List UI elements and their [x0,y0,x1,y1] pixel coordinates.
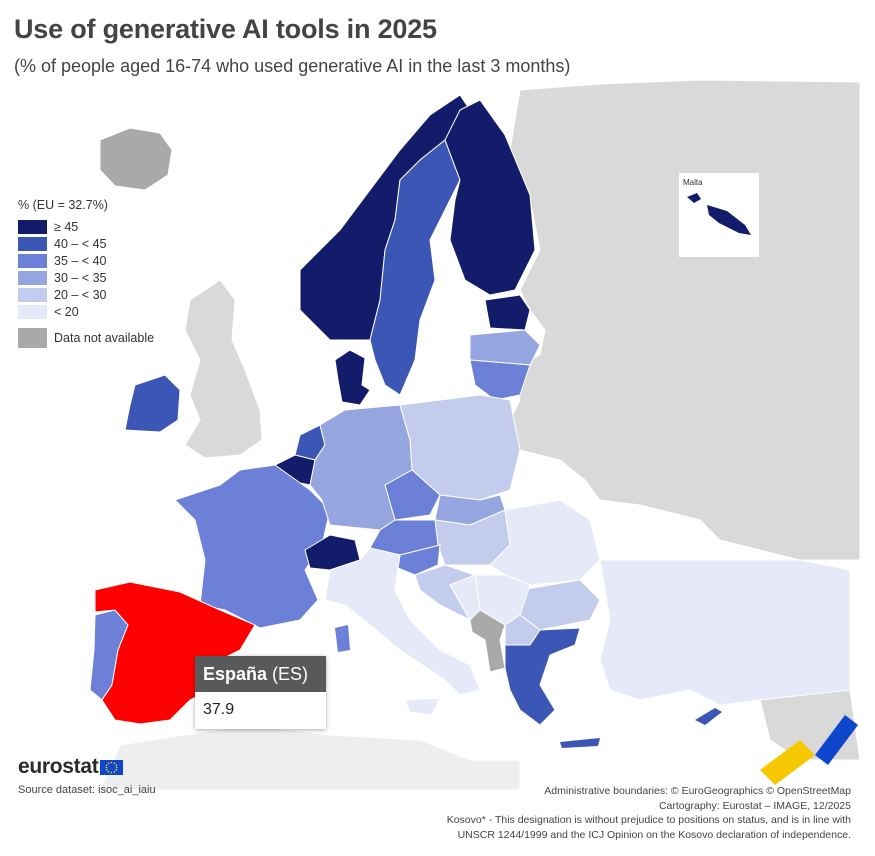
region-bulgaria [519,579,601,631]
region-ireland [124,374,181,433]
country-tooltip: España (ES) 37.9 [195,656,326,729]
turkiye-region [599,559,851,711]
legend-item: 20 – < 30 [18,286,154,303]
map-title: Use of generative AI tools in 2025 [14,14,437,44]
region-greece [504,627,581,726]
legend-label: < 20 [54,304,79,319]
legend-swatch [18,270,47,285]
region-lithuania [469,359,531,401]
footer-line: Administrative boundaries: © EuroGeograp… [544,785,851,797]
footer-line: Cartography: Eurostat – IMAGE, 12/2025 [658,799,851,812]
region-poland [399,394,521,501]
region-crete [560,738,600,748]
inset-label: Malta [683,178,703,187]
north-africa-land [99,724,521,791]
region-czechia [384,469,441,521]
region-sweden [369,139,461,396]
legend-item: < 20 [18,303,154,320]
source-dataset: Source dataset: isoc_ai_iaiu [18,784,156,796]
iceland-shape [99,127,173,191]
region-estonia [484,294,531,331]
legend-item: 35 – < 40 [18,252,154,269]
region-sicily [404,697,441,716]
legend-item: ≥ 45 [18,218,154,235]
region-sardinia [335,625,350,652]
legend-swatch [18,236,47,251]
tooltip-country: España [203,664,268,684]
legend-item: 40 – < 45 [18,235,154,252]
eurostat-corner-mark-yellow [760,740,815,785]
footer-notes: Administrative boundaries: © EuroGeograp… [447,784,851,842]
logo-text: eurostat [18,755,99,778]
legend-label: Data not available [54,331,155,345]
legend-label: 35 – < 40 [54,253,107,268]
footer-line: Kosovo* - This designation is without pr… [446,814,851,826]
legend-label: 20 – < 30 [54,287,107,302]
region-finland [444,99,536,296]
legend-swatch [18,328,47,348]
region-italy [324,547,481,696]
tooltip-value: 37.9 [203,701,235,718]
eurostat-logo: eurostat [18,755,124,779]
legend-swatch [18,304,47,319]
footer-line: UNSCR 1244/1999 and the ICJ Opinion on t… [457,828,851,841]
map-subtitle: (% of people aged 16-74 who used generat… [14,56,571,76]
malta-shape [687,193,751,235]
legend-swatch [18,287,47,302]
eurostat-corner-mark-blue [815,715,858,765]
region-latvia [469,329,541,366]
legend: % (EU = 32.7%) ≥ 45 40 – < 45 35 – < 40 … [18,198,154,348]
legend-item: 30 – < 35 [18,269,154,286]
legend-title: % (EU = 32.7%) [18,198,108,212]
russia-belarus-ukraine-land [509,79,861,561]
region-cyprus [695,708,722,725]
legend-label: 40 – < 45 [54,236,107,251]
united-kingdom-shape [184,279,263,459]
region-france [174,464,331,629]
region-spain [94,581,256,725]
malta-inset: Malta [678,172,760,258]
legend-swatch [18,253,47,268]
legend-label: ≥ 45 [54,219,79,234]
region-denmark [334,349,371,406]
legend-swatch [18,219,47,234]
region-romania [489,499,601,586]
eu-flag-icon [100,759,124,775]
tooltip-code: (ES) [272,664,309,684]
legend-item-not-available: Data not available [18,328,154,348]
tooltip-header: España (ES) [195,656,326,692]
legend-label: 30 – < 35 [54,270,107,285]
